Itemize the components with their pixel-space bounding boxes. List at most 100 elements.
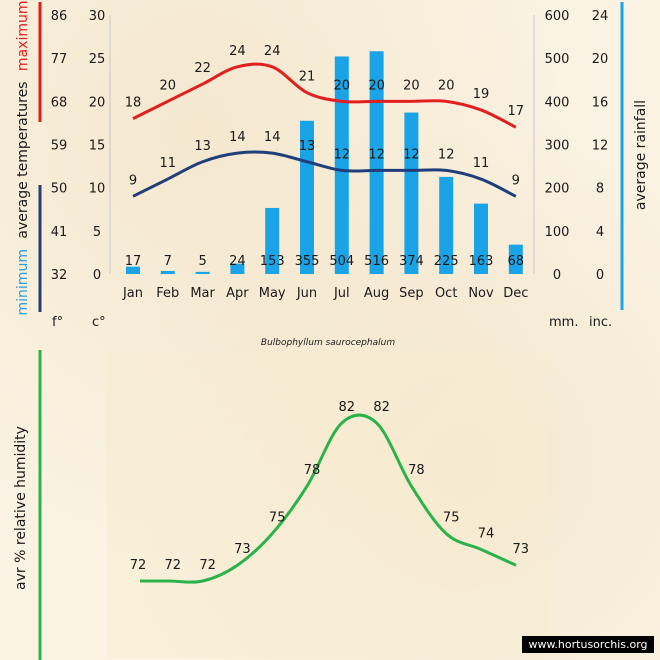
minimum-temp-label: 9	[129, 173, 137, 188]
rainfall-bars	[126, 51, 523, 275]
maximum-temp-label: 24	[229, 44, 246, 59]
maximum-temp-label: 19	[473, 87, 490, 102]
rainfall-label: 7	[164, 254, 172, 269]
rainfall-bar	[508, 244, 523, 274]
species-name: Bulbophyllum saurocephalum	[261, 338, 395, 348]
minimum-temp-labels: 9 11 13 14 14 13 12 12 12 12 11 9	[129, 130, 520, 188]
rainfall-axis-title: average rainfall	[633, 100, 649, 210]
rainfall-label: 5	[198, 254, 206, 269]
unit-inches: inc.	[589, 315, 612, 330]
millimeter-tick: 100	[545, 225, 570, 240]
minimum-temp-label: 14	[264, 130, 281, 145]
minimum-temp-label: 11	[160, 156, 177, 171]
fahrenheit-tick: 32	[51, 268, 68, 283]
inch-tick: 12	[592, 139, 609, 154]
maximum-temp-label: 20	[438, 78, 455, 93]
rainfall-bar	[404, 112, 419, 274]
humidity-label: 75	[443, 511, 460, 526]
unit-mm: mm.	[549, 315, 578, 330]
month-label: Jul	[333, 286, 350, 301]
celsius-tick: 15	[89, 139, 106, 154]
fahrenheit-tick: 41	[51, 225, 68, 240]
rainfall-bar	[300, 120, 314, 274]
millimeter-tick: 0	[553, 268, 561, 283]
rainfall-bar	[439, 176, 454, 274]
average-temperatures-label: average temperatures	[15, 82, 31, 239]
humidity-label: 72	[130, 558, 147, 573]
minimum-temp-label: 9	[512, 173, 520, 188]
rainfall-label: 24	[229, 254, 246, 269]
celsius-ticks: 30 25 20 15 10 5 0	[89, 9, 106, 283]
inch-tick: 16	[592, 95, 609, 110]
minimum-temp-line	[132, 150, 517, 198]
millimeter-tick: 300	[545, 139, 570, 154]
rainfall-label: 153	[260, 254, 285, 269]
maximum-temp-label: 24	[264, 44, 281, 59]
fahrenheit-tick: 50	[51, 182, 68, 197]
fahrenheit-ticks: 86 77 68 59 50 41 32	[51, 9, 68, 283]
humidity-label: 74	[478, 526, 495, 541]
maximum-temp-label: 20	[160, 78, 177, 93]
millimeter-ticks: 600 500 400 300 200 100 0	[545, 9, 570, 283]
celsius-tick: 0	[93, 268, 101, 283]
humidity-label: 72	[199, 558, 216, 573]
temperature-axis-title: minimum average temperatures maximum	[15, 1, 31, 316]
inch-tick: 4	[596, 225, 604, 240]
millimeter-tick: 400	[545, 95, 570, 110]
fahrenheit-tick: 77	[51, 52, 68, 67]
rainfall-bar	[474, 203, 488, 274]
humidity-label: 75	[269, 511, 286, 526]
minimum-temp-label: 12	[334, 147, 351, 162]
rainfall-bar	[160, 270, 175, 274]
millimeter-tick: 500	[545, 52, 570, 67]
rainfall-label: 504	[329, 254, 354, 269]
rainfall-label: 17	[125, 254, 142, 269]
maximum-temp-line	[132, 62, 517, 129]
rainfall-label: 68	[508, 254, 525, 269]
month-label: Sep	[399, 286, 424, 301]
celsius-tick: 30	[89, 9, 106, 24]
rainfall-bar	[334, 56, 349, 274]
maximum-temp-label: 20	[403, 78, 420, 93]
month-label: Feb	[156, 286, 179, 301]
rainfall-bar	[126, 266, 140, 274]
fahrenheit-tick: 86	[51, 9, 68, 24]
month-labels: Jan Feb Mar Apr May Jun Jul Aug Sep Oct Nov Dec	[122, 286, 528, 301]
humidity-label: 78	[304, 463, 321, 478]
maximum-temp-label: 20	[368, 78, 385, 93]
minimum-temp-label: 14	[229, 130, 246, 145]
maximum-temp-labels: 18 20 22 24 24 21 20 20 20 20 19 17	[125, 44, 524, 119]
humidity-line	[140, 413, 517, 584]
maximum-temp-label: 18	[125, 96, 142, 111]
humidity-panel	[107, 352, 547, 658]
minimum-temp-label: 11	[473, 156, 490, 171]
inch-tick: 20	[592, 52, 609, 67]
maximum-temp-label: 22	[194, 61, 211, 76]
maximum-label: maximum	[15, 1, 31, 72]
rainfall-label: 355	[295, 254, 320, 269]
month-label: Dec	[503, 286, 528, 301]
rainfall-bar	[195, 271, 210, 274]
humidity-labels: 72 72 72 73 75 78 82 82 78 75 74 73	[130, 400, 529, 573]
celsius-tick: 10	[89, 182, 106, 197]
millimeter-tick: 200	[545, 182, 570, 197]
rainfall-label: 225	[434, 254, 459, 269]
humidity-label: 73	[513, 542, 530, 557]
minimum-label: minimum	[15, 249, 31, 315]
rainfall-label: 374	[399, 254, 424, 269]
inch-tick: 0	[596, 268, 604, 283]
month-label: May	[259, 286, 286, 301]
minimum-temp-label: 12	[403, 147, 420, 162]
humidity-label: 78	[408, 463, 425, 478]
rainfall-bar	[230, 263, 245, 274]
rainfall-labels: 17 7 5 24 153 355 504 516 374 225 163 68	[125, 254, 524, 269]
humidity-label: 72	[165, 558, 182, 573]
maximum-temp-label: 20	[334, 78, 351, 93]
inch-ticks: 24 20 16 12 8 4 0	[592, 9, 609, 283]
celsius-tick: 25	[89, 52, 106, 67]
fahrenheit-tick: 59	[51, 139, 68, 154]
celsius-tick: 5	[93, 225, 101, 240]
month-label: Oct	[435, 286, 457, 301]
inch-tick: 8	[596, 182, 604, 197]
